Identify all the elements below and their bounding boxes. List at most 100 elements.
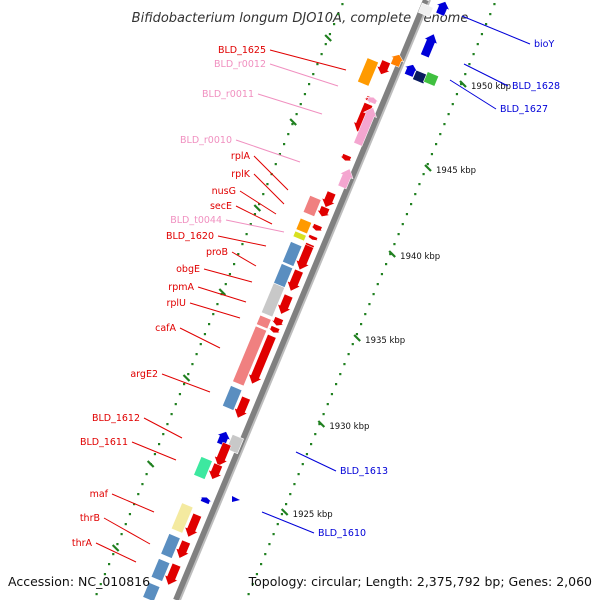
outer-tick-dot xyxy=(455,93,459,96)
cds-arrow-13 xyxy=(271,316,285,326)
tick-label: 1935 kbp xyxy=(365,336,405,346)
gene-BLD_1628-arrow xyxy=(420,33,438,59)
outer-tick-dot xyxy=(385,263,388,266)
label-leader xyxy=(239,190,277,215)
gene-BLD_1613-arrow xyxy=(216,431,231,447)
cds-arrow-14 xyxy=(267,325,281,334)
inner-tick-dot xyxy=(120,533,123,536)
label-leader xyxy=(131,441,177,461)
inner-tick-mark xyxy=(111,544,120,552)
inner-tick-dot xyxy=(137,493,140,496)
gene-bioY-arrow xyxy=(435,1,450,17)
label-leader xyxy=(269,49,347,71)
gene-bioY-arrow-shape xyxy=(435,1,450,17)
gene-BLD_1610-arrow xyxy=(199,496,213,505)
trna-BLD_r0012-arrow xyxy=(389,54,405,68)
outer-tick-dot xyxy=(451,103,454,106)
tick-mark xyxy=(459,80,467,88)
gene-label-bld_1627: BLD_1627 xyxy=(500,104,548,115)
cds-arrow-7 xyxy=(310,223,324,232)
outer-tick-dot xyxy=(326,403,329,406)
outer-tick-dot xyxy=(264,553,267,556)
gene-label-bioy: bioY xyxy=(534,39,554,50)
outer-tick-dot xyxy=(293,483,296,486)
inner-tick-dot xyxy=(303,93,307,96)
inner-tick-dot xyxy=(333,23,336,26)
label-leader xyxy=(235,139,301,163)
inner-tick-dot xyxy=(291,123,294,126)
outer-tick-dot xyxy=(276,523,279,526)
inner-tick-mark xyxy=(218,288,227,296)
label-leader xyxy=(103,517,151,545)
outer-tick-dot xyxy=(489,13,492,16)
gene-label-nusg: nusG xyxy=(212,186,236,197)
backbone-line-inner xyxy=(179,0,431,600)
cds-arrow-15-shape xyxy=(248,333,277,385)
cds-arrow-18-shape xyxy=(208,462,223,480)
cds-arrow-17 xyxy=(214,441,232,467)
gene-label-sece: secE xyxy=(210,201,232,212)
inner-tick-dot xyxy=(262,193,265,196)
cds-arrow-6-shape xyxy=(316,205,331,217)
cog-box-2 xyxy=(302,194,322,218)
cog-box-8 xyxy=(255,314,272,330)
outer-tick-dot xyxy=(426,163,429,166)
tick-label: 1950 kbp xyxy=(471,82,511,92)
label-leader xyxy=(111,493,155,513)
outer-tick-dot xyxy=(472,53,475,56)
cog-box-14-shape xyxy=(150,558,171,582)
inner-tick-mark xyxy=(324,34,332,42)
gene-label-obge: obgE xyxy=(176,264,200,275)
cog-green-small-shape xyxy=(423,71,440,87)
inner-tick-dot xyxy=(274,163,277,166)
cds-arrow-21 xyxy=(164,562,182,586)
outer-tick-dot xyxy=(405,213,409,216)
label-leader xyxy=(95,542,137,563)
inner-tick-dot xyxy=(141,483,144,486)
cog-box-11 xyxy=(193,456,213,480)
outer-tick-dot xyxy=(260,563,263,566)
cds-arrow-7-shape xyxy=(310,223,324,232)
cds-arrow-20 xyxy=(175,539,191,559)
cds-arrow-1 xyxy=(376,59,391,75)
cds-arrow-18 xyxy=(208,462,223,480)
tick-label: 1930 kbp xyxy=(329,422,369,432)
cog-box-10 xyxy=(222,385,243,411)
cog-box-7-shape xyxy=(260,282,286,318)
inner-tick-dot xyxy=(258,203,261,206)
cog-box-11-shape xyxy=(193,456,213,480)
label-leader xyxy=(189,302,241,319)
inner-tick-dot xyxy=(341,3,344,6)
outer-tick-dot xyxy=(330,393,334,396)
inner-tick-dot xyxy=(145,473,148,476)
gene-label-bld_1612: BLD_1612 xyxy=(92,413,140,424)
outer-tick-dot xyxy=(297,473,300,476)
inner-tick-dot xyxy=(170,413,173,416)
tick-label: 1945 kbp xyxy=(436,166,476,176)
inner-tick-dot xyxy=(312,73,315,76)
inner-tick-dot xyxy=(178,393,182,396)
gene-label-prob: proB xyxy=(206,247,228,258)
outer-tick-dot xyxy=(285,503,288,506)
rrna-BLD_r0011-arrow xyxy=(353,107,377,147)
cog-grey-1613-shape xyxy=(225,433,245,455)
cog-box-4 xyxy=(292,230,307,242)
label-leader xyxy=(203,268,253,283)
inner-tick-dot xyxy=(228,273,232,276)
cog-box-1-shape xyxy=(357,57,379,87)
cds-arrow-14-shape xyxy=(267,325,281,334)
cds-arrow-20-shape xyxy=(175,539,191,559)
inner-tick-dot xyxy=(112,553,115,556)
cds-arrow-19 xyxy=(184,512,202,538)
inner-tick-dot xyxy=(158,443,161,446)
tick-mark xyxy=(280,508,289,516)
cog-box-15-shape xyxy=(142,581,161,600)
inner-tick-dot xyxy=(278,153,282,156)
outer-tick-dot xyxy=(280,513,284,516)
backbone-line xyxy=(173,0,429,600)
gene-BLD_1610-arrow-shape xyxy=(199,496,213,505)
inner-tick-dot xyxy=(316,63,319,66)
cds-arrow-11-shape xyxy=(286,268,304,292)
inner-tick-dot xyxy=(166,423,169,426)
gene-label-bld_1625: BLD_1625 xyxy=(218,45,266,56)
